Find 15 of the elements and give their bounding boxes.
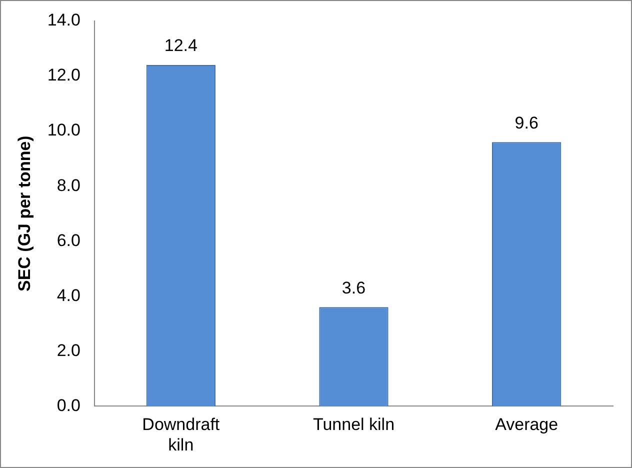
y-tick-label: 14.0 bbox=[47, 10, 80, 30]
x-tick-label: Tunnel kiln bbox=[312, 415, 395, 434]
data-label: 12.4 bbox=[164, 36, 198, 56]
y-tick-label: 4.0 bbox=[56, 286, 80, 305]
data-label: 3.6 bbox=[342, 278, 366, 298]
y-tick-label: 2.0 bbox=[56, 340, 80, 360]
x-tick-label: Average bbox=[495, 415, 558, 434]
y-tick-label: 6.0 bbox=[56, 230, 80, 250]
y-axis-title: SEC (GJ per tonne) bbox=[14, 136, 34, 292]
y-tick-label: 12.0 bbox=[47, 66, 80, 85]
y-tick-label: 10.0 bbox=[47, 120, 80, 140]
x-tick-label: Downdraft kiln bbox=[142, 415, 220, 454]
y-tick-label: 0.0 bbox=[56, 396, 80, 415]
data-label: 9.6 bbox=[514, 113, 538, 132]
y-tick-label: 8.0 bbox=[56, 176, 80, 195]
